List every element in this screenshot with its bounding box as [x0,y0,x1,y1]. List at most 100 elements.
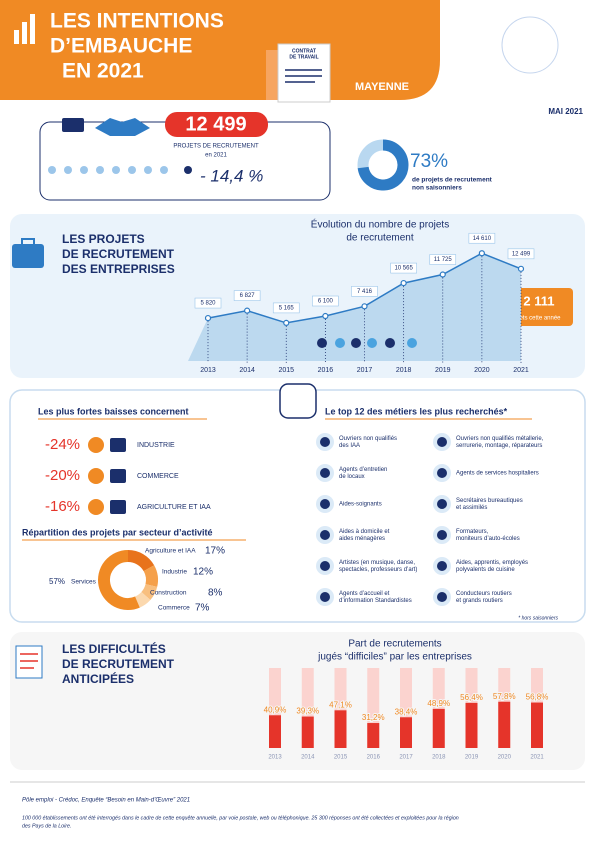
job-label: Formateurs, [456,529,489,535]
label-box [351,286,378,297]
value-label: 10 565 [394,266,413,272]
section-title: LES PROJETS [62,232,145,246]
total-label: PROJETS DE RECRUTEMENT [173,144,259,150]
x-tick-label: 2019 [435,367,451,374]
label-box [272,302,300,314]
job-label: Aides, apprentis, employés [456,560,528,566]
bar [432,708,445,748]
footer-note: 100 000 établissements ont été interrogé… [22,815,459,821]
job-icon-core [437,437,447,447]
bar [400,717,412,748]
section-title: DE RECRUTEMENT [62,247,175,261]
area [188,253,521,361]
job-label: Agents d’accueil et [339,591,390,597]
x-tick-label: 2018 [396,367,412,374]
x-tick-label: 2020 [474,367,490,374]
value-label: 5 820 [200,301,216,307]
donut-segment [98,550,140,610]
bar [465,702,478,748]
decline-icon [110,438,126,452]
total-label: en 2021 [205,153,227,159]
chart-title: Répartition des projets par secteur d’ac… [22,527,213,537]
decline-icon [110,469,126,483]
job-label: des IAA [339,443,360,449]
job-icon-core [320,499,330,509]
change: - 14,4 % [200,166,263,185]
section-title: DES ENTREPRISES [62,262,175,276]
value-label: 7 416 [357,289,373,295]
person-icon [385,338,395,348]
value-label: 56,8% [526,693,549,702]
section-title: LES DIFFICULTÉS [62,641,166,656]
x-tick-label: 2020 [498,755,512,761]
footer-note: des Pays de la Loire. [22,823,71,829]
region: MAYENNE [355,81,409,93]
job-label: Agents de services hospitaliers [456,471,539,477]
value-label: 47,1% [329,700,352,709]
point [204,314,212,322]
job-label: Agents d’entretien [339,467,387,473]
header-icon [14,14,35,44]
header-title: D’EMBAUCHE [50,35,192,58]
job-icon-core [320,592,330,602]
label-box [233,290,261,301]
sector-value: 12% [193,567,213,578]
value-label: 6 100 [318,299,334,305]
x-tick-label: 2016 [318,367,334,374]
point [322,312,329,320]
x-tick-label: 2016 [367,755,381,761]
value-label: 56,4% [460,693,483,702]
x-tick-label: 2017 [399,755,413,761]
x-tick-label: 2017 [357,367,373,374]
decline-arrow [88,437,104,453]
sector-label: Construction [150,590,187,597]
x-tick-label: 2019 [465,755,479,761]
sector-label: Commerce [158,605,190,612]
value-label: 14 610 [473,236,492,242]
x-tick-label: 2015 [334,755,348,761]
job-label: Aides-soignants [339,502,382,508]
label-box [312,295,339,307]
badge-label: projets cette année [509,316,561,322]
job-label: serrurerie, montage, réparateurs [456,443,542,449]
person-icon [335,338,345,348]
donut-label: non saisonniers [412,185,462,192]
point [361,303,368,310]
donut-segment [141,583,158,601]
job-label: spectacles, professeurs d’art) [339,567,417,573]
job-icon-core [320,530,330,540]
job-icon-core [437,530,447,540]
point [244,307,251,314]
job-icon-core [320,468,330,478]
decline-label: COMMERCE [137,473,179,480]
sector-label: Services [71,579,97,586]
job-label: Secrétaires bureautiques [456,498,523,504]
job-label: et grands routiers [456,598,503,604]
value-label: 57,8% [493,692,516,701]
label-box [390,262,417,274]
logo-area [455,10,585,90]
label-box [194,297,222,309]
donut-value: 73% [410,151,448,172]
value-label: 31,2% [362,713,385,722]
label-box [507,248,535,260]
declines-title: Les plus fortes baisses concernent [38,406,189,416]
x-tick-label: 2013 [268,755,282,761]
decline-icon [110,500,126,514]
donut-label: de projets de recrutement [412,177,493,184]
job-label: polyvalents de cuisine [456,567,515,573]
x-tick-label: 2013 [200,367,216,374]
value-label: 11 725 [434,257,453,263]
point [517,265,525,272]
donut-segment [134,591,151,608]
point [439,271,446,278]
donut-segment [357,139,409,191]
decline-arrow [88,468,104,484]
header-title: EN 2021 [62,60,144,83]
job-icon-core [437,468,447,478]
decline-arrow [88,499,104,515]
handshake-icon [62,118,150,136]
sector-value: 8% [208,588,223,599]
job-icon-core [437,592,447,602]
